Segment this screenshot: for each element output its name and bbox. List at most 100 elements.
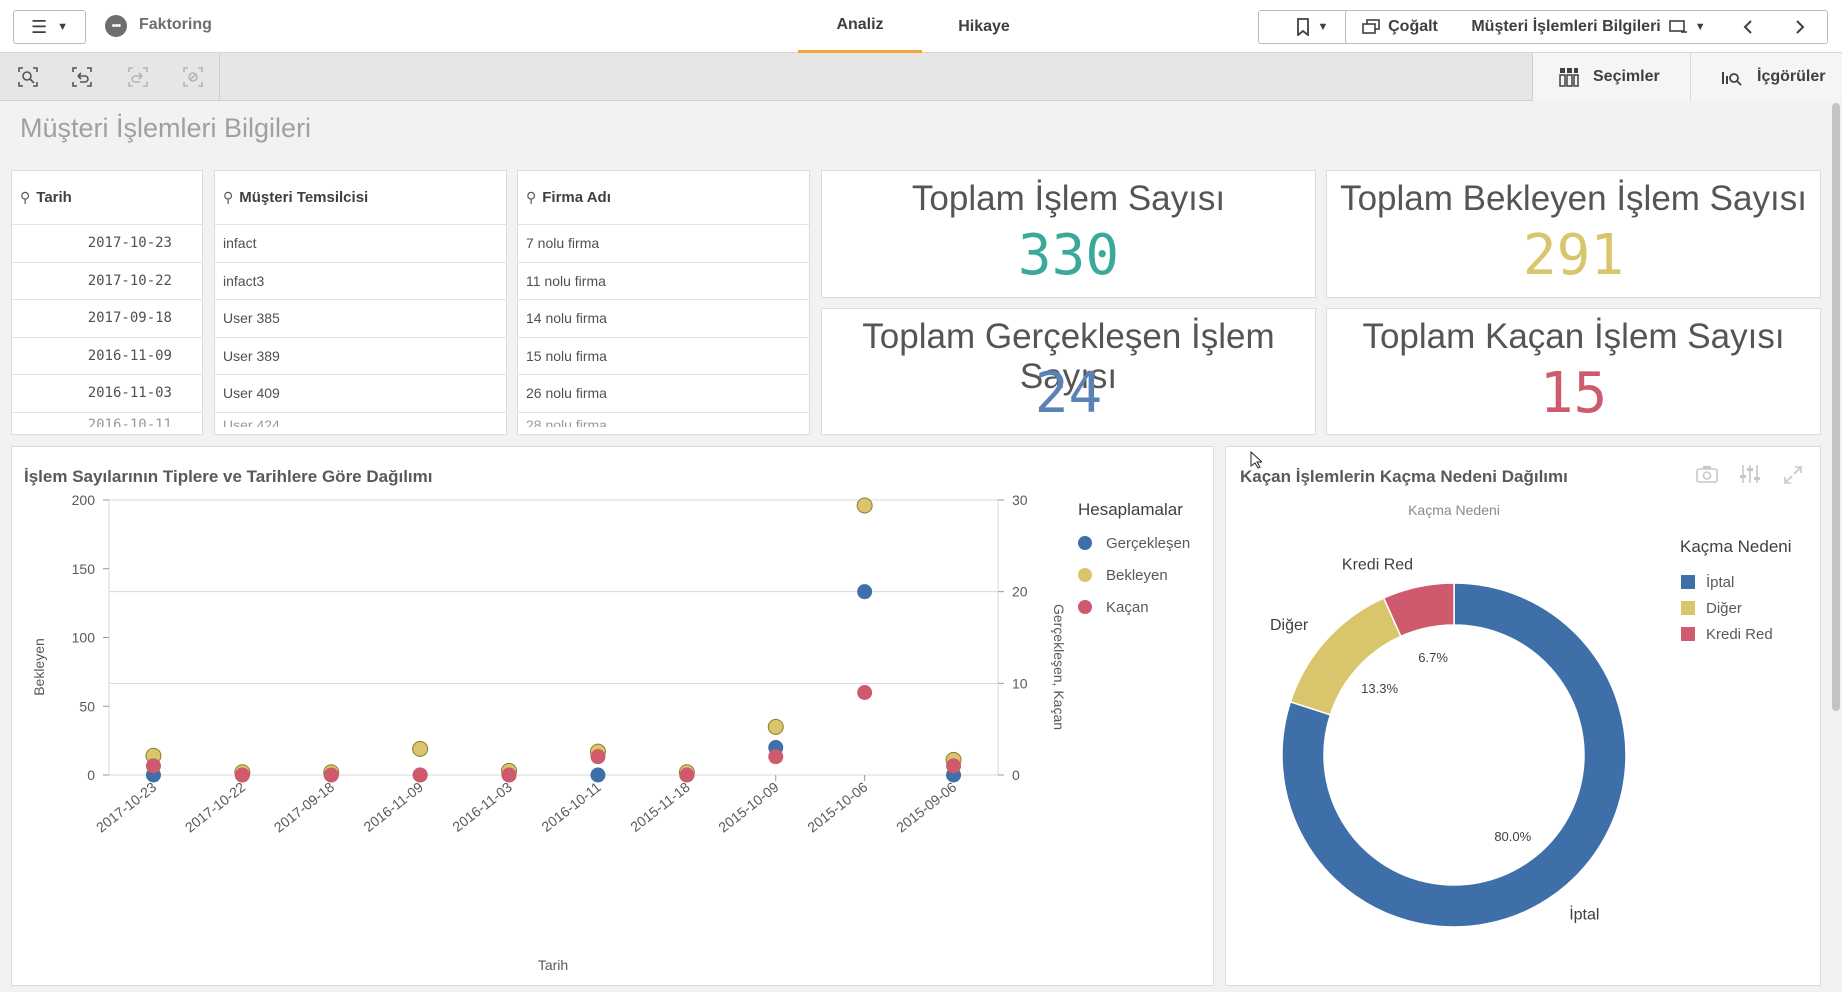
data-point-kaçan[interactable] xyxy=(145,758,161,774)
listbox-header[interactable]: ⚲ Firma Adı xyxy=(518,171,809,225)
dimension-label: Kaçma Nedeni xyxy=(1408,502,1500,518)
sheet-selector-label: Müşteri İşlemleri Bilgileri xyxy=(1471,18,1661,35)
list-item[interactable]: User 385 xyxy=(215,300,506,338)
kpi-title: Toplam Bekleyen İşlem Sayısı xyxy=(1340,179,1807,218)
list-item[interactable]: User 389 xyxy=(215,338,506,375)
list-item[interactable]: 2017-10-22 xyxy=(12,263,202,300)
donut-chart[interactable]: Kaçma Nedeni 80.0% İptal 13.3% Diğer 6.7% Kre… xyxy=(1226,447,1822,987)
listbox-firma-adi[interactable]: ⚲ Firma Adı 7 nolu firma 11 nolu firma 1… xyxy=(517,170,810,435)
sheet-selector[interactable]: Müşteri İşlemleri Bilgileri ▼ xyxy=(1454,10,1724,44)
list-item[interactable]: 11 nolu firma xyxy=(518,263,809,300)
next-sheet-button[interactable] xyxy=(1772,10,1828,44)
donut-chart-panel[interactable]: Kaçan İşlemlerin Kaçma Nedeni Dağılımı K… xyxy=(1225,446,1821,986)
x-tick-label: 2017-10-23 xyxy=(93,779,159,836)
selection-toolbar: Seçimler İçgörüler xyxy=(0,53,1842,101)
listbox-header[interactable]: ⚲ Tarih xyxy=(12,171,202,225)
sheet-icon xyxy=(1668,20,1687,33)
chevron-left-icon xyxy=(1743,20,1752,34)
listbox-header[interactable]: ⚲ Müşteri Temsilcisi xyxy=(215,171,506,225)
legend-item[interactable]: İptal xyxy=(1706,573,1734,591)
step-back-icon[interactable] xyxy=(69,65,95,89)
list-item[interactable]: 2016-11-03 xyxy=(12,375,202,413)
step-forward-icon[interactable] xyxy=(125,65,151,89)
data-point-kaçan[interactable] xyxy=(412,767,428,783)
y2-tick-label: 30 xyxy=(1012,492,1028,508)
data-point-bekleyen[interactable] xyxy=(767,718,784,735)
legend-item[interactable]: Gerçekleşen xyxy=(1106,535,1190,552)
data-point-bekleyen[interactable] xyxy=(856,497,873,514)
tab-analiz[interactable]: Analiz xyxy=(798,0,922,53)
x-tick-label: 2016-11-03 xyxy=(449,779,515,835)
scrollbar-thumb[interactable] xyxy=(1832,103,1840,711)
data-point-bekleyen[interactable] xyxy=(412,740,429,757)
data-point-kaçan[interactable] xyxy=(323,767,339,783)
list-item[interactable]: 2017-10-23 xyxy=(12,225,202,263)
x-tick-label: 2016-10-11 xyxy=(538,779,604,835)
fullscreen-icon[interactable] xyxy=(1783,465,1803,490)
kpi-toplam-islem[interactable]: Toplam İşlem Sayısı 330 xyxy=(821,170,1316,298)
scatter-chart-panel[interactable]: İşlem Sayılarının Tiplere ve Tarihlere G… xyxy=(11,446,1214,986)
list-item[interactable]: infact3 xyxy=(215,263,506,300)
toolbar-divider xyxy=(219,53,220,101)
x-tick-label: 2015-09-06 xyxy=(893,779,959,836)
donut-slice[interactable] xyxy=(1382,582,1455,638)
listbox-tarih[interactable]: ⚲ Tarih 2017-10-23 2017-10-22 2017-09-18… xyxy=(11,170,203,435)
list-item[interactable]: 26 nolu firma xyxy=(518,375,809,413)
legend-item[interactable]: Kaçan xyxy=(1106,599,1149,616)
snapshot-icon[interactable] xyxy=(1696,465,1718,488)
list-item[interactable]: 15 nolu firma xyxy=(518,338,809,375)
data-point-kaçan[interactable] xyxy=(234,767,250,783)
kpi-toplam-bekleyen[interactable]: Toplam Bekleyen İşlem Sayısı 291 xyxy=(1326,170,1821,298)
kpi-toplam-kacan[interactable]: Toplam Kaçan İşlem Sayısı 15 xyxy=(1326,308,1821,435)
list-item[interactable]: infact xyxy=(215,225,506,263)
list-item[interactable]: 2016-10-11 xyxy=(87,416,172,427)
legend-item[interactable]: Bekleyen xyxy=(1106,567,1168,584)
data-point-kaçan[interactable] xyxy=(768,749,784,765)
page-scrollbar[interactable] xyxy=(1830,101,1842,992)
exploration-icon[interactable] xyxy=(1739,463,1761,490)
clear-selections-icon[interactable] xyxy=(180,65,206,89)
data-point-kaçan[interactable] xyxy=(501,767,517,783)
list-item[interactable]: 2017-09-18 xyxy=(12,300,202,338)
y-tick-label: 50 xyxy=(79,698,95,714)
duplicate-icon xyxy=(1362,19,1380,34)
navigation-menu-button[interactable]: ☰ ▼ xyxy=(13,10,86,44)
legend-item[interactable]: Diğer xyxy=(1706,600,1742,617)
data-point-kaçan[interactable] xyxy=(590,749,606,765)
y-tick-label: 0 xyxy=(87,767,95,783)
listbox-musteri-temsilcisi[interactable]: ⚲ Müşteri Temsilcisi infact infact3 User… xyxy=(214,170,507,435)
legend-title: Hesaplamalar xyxy=(1078,500,1183,519)
list-item[interactable]: User 409 xyxy=(215,375,506,413)
data-point-kaçan[interactable] xyxy=(857,685,873,700)
insights-button[interactable]: İçgörüler xyxy=(1721,53,1825,101)
data-point-gerçekleşen[interactable] xyxy=(857,584,873,600)
kpi-toplam-gerceklesen[interactable]: Toplam Gerçekleşen İşlem Sayısı 24 xyxy=(821,308,1316,435)
selections-button[interactable]: Seçimler xyxy=(1559,53,1660,101)
legend-marker xyxy=(1078,600,1092,614)
smart-search-icon[interactable] xyxy=(15,65,41,89)
y-tick-label: 100 xyxy=(72,630,96,646)
previous-sheet-button[interactable] xyxy=(1723,10,1773,44)
legend-marker xyxy=(1681,575,1695,589)
data-point-kaçan[interactable] xyxy=(679,767,695,783)
search-icon: ⚲ xyxy=(526,189,537,205)
caret-down-icon: ▼ xyxy=(1317,21,1329,33)
data-point-kaçan[interactable] xyxy=(946,758,962,774)
legend-marker xyxy=(1681,601,1695,615)
legend-item[interactable]: Kredi Red xyxy=(1706,626,1773,643)
app-name[interactable]: Faktoring xyxy=(139,16,212,33)
duplicate-button[interactable]: Çoğalt xyxy=(1345,10,1455,44)
kpi-title: Toplam Gerçekleşen İşlem Sayısı xyxy=(862,317,1275,396)
data-point-gerçekleşen[interactable] xyxy=(590,767,606,783)
y-tick-label: 150 xyxy=(72,561,96,577)
list-item[interactable]: 7 nolu firma xyxy=(518,225,809,263)
list-item[interactable]: 28 nolu firma xyxy=(526,416,607,427)
donut-slice[interactable] xyxy=(1289,597,1402,716)
list-item[interactable]: User 424 xyxy=(223,416,280,427)
list-item[interactable]: 2016-11-09 xyxy=(12,338,202,375)
list-item[interactable]: 14 nolu firma xyxy=(518,300,809,338)
tab-hikaye[interactable]: Hikaye xyxy=(958,17,1010,35)
donut-slice[interactable] xyxy=(1281,582,1627,928)
toolbar-right-panel: Seçimler İçgörüler xyxy=(1532,53,1842,101)
